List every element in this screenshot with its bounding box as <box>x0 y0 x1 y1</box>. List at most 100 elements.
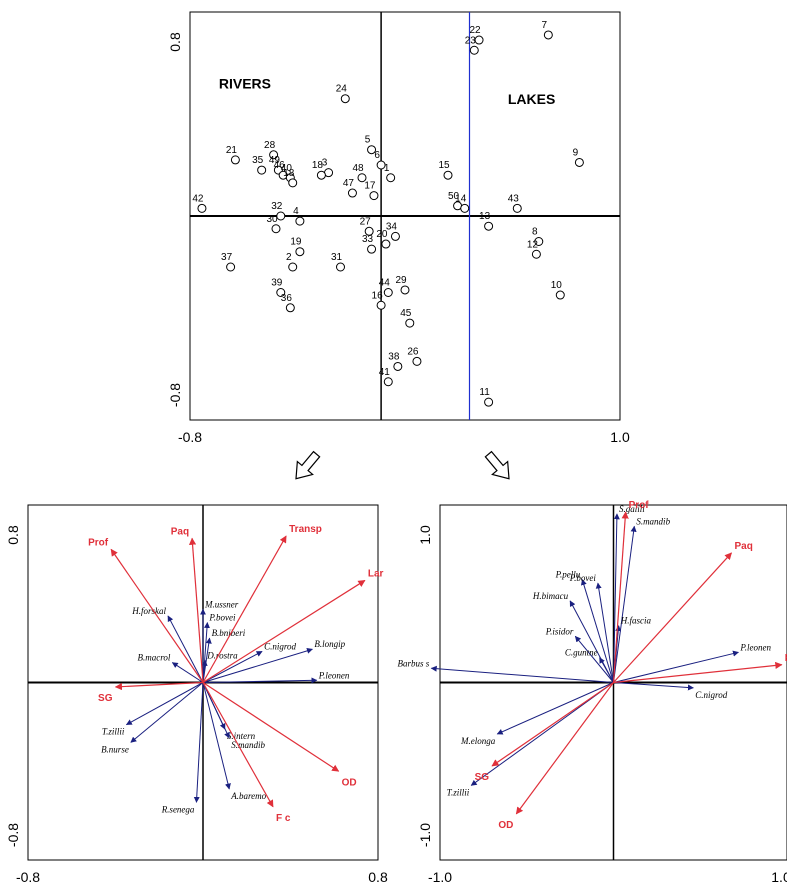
species-vector <box>580 578 614 683</box>
environment-label: SG <box>98 693 113 704</box>
site-point-label: 18 <box>312 160 324 171</box>
species-vector <box>599 657 614 683</box>
environment-label: Transp <box>289 524 322 535</box>
species-label: B.macrol <box>137 653 170 663</box>
site-point <box>484 397 494 407</box>
site-point-label: 10 <box>551 280 563 291</box>
site-point-label: 9 <box>573 147 579 158</box>
site-point-label: 13 <box>479 211 491 222</box>
site-point-label: 39 <box>271 278 283 289</box>
species-vector <box>201 659 208 683</box>
region-label-lakes: LAKES <box>508 91 555 107</box>
species-label: P.leonen <box>739 642 771 652</box>
site-point-label: 14 <box>455 193 467 204</box>
site-point <box>197 203 207 213</box>
environment-vector <box>613 552 732 683</box>
site-point-label: 2 <box>286 252 292 263</box>
site-point <box>369 191 379 201</box>
species-label: M.elonga <box>460 736 496 746</box>
lake-biplot-panel: -1.0 1.0 1.0 -1.0 S.galili S.mandib P.pelluP.b… <box>398 500 787 883</box>
site-point <box>340 94 350 104</box>
site-point-label: 1 <box>384 163 390 174</box>
site-point-label: 11 <box>479 387 490 398</box>
site-point-label: 34 <box>386 221 398 232</box>
site-point-label: 49 <box>269 155 281 166</box>
site-point <box>276 211 286 221</box>
environment-label: Prof <box>629 500 650 511</box>
site-point-label: 15 <box>438 160 450 171</box>
environment-vector <box>612 511 629 683</box>
y-tick-label: 0.8 <box>167 32 183 52</box>
site-point-label: 17 <box>364 181 376 192</box>
down-left-arrow-icon <box>295 450 321 480</box>
site-point-label: 38 <box>388 351 400 362</box>
site-point-label: 28 <box>264 140 276 151</box>
species-label: S.mandib <box>636 516 670 526</box>
environment-label: OD <box>498 820 513 831</box>
site-point <box>405 318 415 328</box>
site-point-label: 6 <box>374 150 380 161</box>
species-vector <box>470 682 614 786</box>
species-label: P.leonen <box>318 670 350 680</box>
site-point-label: 22 <box>469 25 481 36</box>
species-label: P.isidor <box>545 626 574 636</box>
site-point-label: 48 <box>352 163 364 174</box>
species-vector <box>202 682 230 739</box>
species-vector <box>613 650 740 683</box>
site-point-label: 43 <box>508 193 520 204</box>
environment-label: Paq <box>734 541 752 552</box>
species-vector <box>130 682 204 743</box>
environment-label: SG <box>475 772 490 783</box>
region-label-rivers: RIVERS <box>219 76 271 92</box>
site-point-label: 27 <box>360 216 372 227</box>
site-point <box>367 244 377 254</box>
site-point <box>412 356 422 366</box>
species-label: A.baremo <box>230 791 266 801</box>
site-point-label: 50 <box>448 191 460 202</box>
environment-label: Prof <box>88 537 109 548</box>
site-point-label: 46 <box>274 160 286 171</box>
site-point-label: 23 <box>465 35 477 46</box>
site-point <box>400 285 410 295</box>
site-point-label: 5 <box>365 135 371 146</box>
species-vector <box>171 662 204 683</box>
site-point <box>381 239 391 249</box>
species-vector <box>202 677 318 684</box>
site-point <box>347 188 357 198</box>
environment-vector <box>202 579 366 684</box>
environment-vector <box>202 535 287 683</box>
species-label: P.pellu <box>555 570 581 580</box>
species-vector <box>202 650 263 683</box>
environment-vector <box>202 682 274 808</box>
environment-vector <box>491 682 614 767</box>
environment-vector <box>202 681 340 772</box>
environment-label: OD <box>342 777 357 788</box>
species-label: M.ussner <box>204 599 239 609</box>
site-point-label: 26 <box>407 346 419 357</box>
site-point <box>288 262 298 272</box>
site-point-label: 18 <box>283 168 295 179</box>
species-vector <box>125 682 204 726</box>
environment-label: F c <box>276 813 291 824</box>
species-label: D.rostra <box>206 650 238 660</box>
y-tick-label: -0.8 <box>5 823 21 847</box>
site-point <box>295 216 305 226</box>
environment-label: Paq <box>171 526 189 537</box>
species-label: B.bniberi <box>212 628 246 638</box>
site-point-label: 21 <box>226 145 238 156</box>
y-tick-label: -1.0 <box>417 823 433 847</box>
environment-vector <box>114 681 204 691</box>
species-vector <box>496 682 614 735</box>
species-vector <box>202 682 231 790</box>
species-vector <box>595 582 614 683</box>
x-tick-label: 0.8 <box>368 869 388 883</box>
site-point-label: 4 <box>293 206 299 217</box>
species-vector <box>430 665 614 683</box>
site-point-label: 19 <box>290 237 302 248</box>
species-label: B.longip <box>314 639 345 649</box>
site-scores-panel: -0.81.00.8-0.8RIVERSLAKES257222324956213… <box>167 11 630 445</box>
site-point-label: 35 <box>252 155 264 166</box>
species-vector <box>613 525 637 683</box>
species-label: H.fascia <box>620 616 652 626</box>
